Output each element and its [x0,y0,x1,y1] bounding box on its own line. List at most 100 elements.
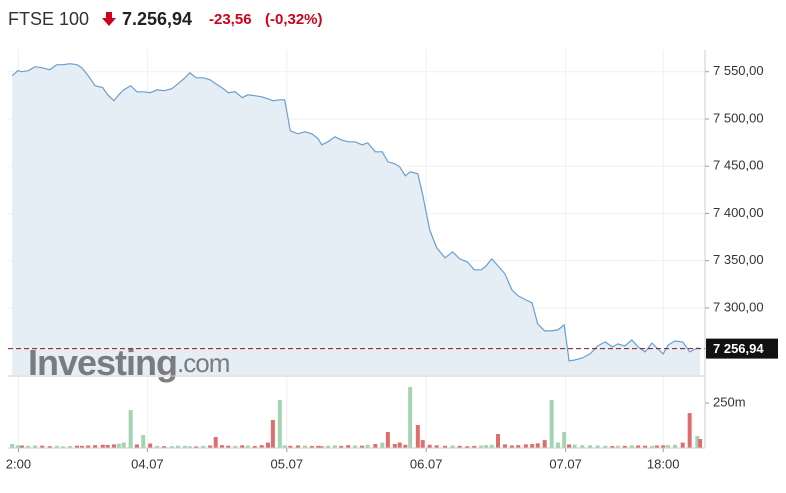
volume-bar [194,446,199,448]
volume-bar [111,444,116,448]
volume-bar [516,445,521,448]
x-tick-label: 06.07 [410,456,443,471]
volume-bar [698,439,703,448]
volume-bar [233,445,238,448]
volume-bar [148,443,153,448]
volume-bar [495,433,500,448]
volume-bar [79,445,84,448]
volume-bar [654,445,659,448]
volume-bar [479,445,484,448]
volume-bar [403,444,408,448]
volume-bar [252,446,257,448]
volume-bar [567,444,572,448]
volume-bar [332,445,337,448]
volume-bar [141,435,146,448]
volume-bar [240,445,245,448]
volume-bar [535,443,540,448]
x-tick-label: 07.07 [549,456,582,471]
volume-bar [47,446,52,448]
volume-bar [270,419,275,448]
volume-bar [121,442,126,448]
volume-bar [128,410,133,448]
volume-bar [265,442,270,448]
volume-bar [587,445,592,448]
volume-bar [420,440,425,448]
volume-bar [408,386,413,448]
volume-bar [19,445,24,448]
volume-bar [295,445,300,448]
volume-bar [183,445,188,448]
x-tick-label: 18:00 [647,456,680,471]
volume-bar [187,446,192,448]
last-price-label: 7 256,94 [713,341,764,356]
down-arrow [102,12,116,26]
volume-bar [434,445,439,448]
volume-bar [346,445,351,448]
volume-bar [610,446,615,448]
volume-bar [259,445,264,448]
volume-bar [615,445,620,448]
volume-tick-label: 250m [713,394,746,409]
volume-bar [319,446,324,448]
volume-bar [61,446,66,448]
volume-bar [219,445,224,448]
x-tick-label: 05.07 [271,456,304,471]
volume-bar [68,446,73,448]
volume-bar [549,399,554,448]
volume-bar [169,446,174,448]
volume-bar [687,413,692,448]
volume-bar [245,445,250,448]
volume-bar [54,445,59,448]
volume-bar [650,445,655,448]
volume-bar [380,442,385,448]
volume-bar [93,445,98,448]
volume-bar [100,444,105,448]
volume-bar [325,445,330,448]
y-tick-label: 7 400,00 [713,205,764,220]
x-tick-label: 2:00 [6,456,31,471]
volume-bar [622,445,627,448]
volume-bar [457,445,462,448]
volume-bar [360,445,365,448]
volume-bar [555,442,560,448]
volume-bar [629,445,634,448]
volume-bar [277,399,282,448]
volume-bar [26,445,31,448]
volume-bar [392,444,397,448]
price-line [11,63,701,362]
volume-bar [10,444,15,448]
chart-title: FTSE 100 [8,9,89,29]
volume-bar [465,446,470,448]
volume-bar [509,445,514,448]
volume-bar [502,444,507,448]
volume-bar [282,445,287,448]
volume-bar [636,445,641,448]
y-tick-label: 7 550,00 [713,63,764,78]
volume-bar [309,446,314,448]
price: 7.256,94 [122,9,192,29]
volume-bar [365,444,370,448]
volume-bar [530,444,535,448]
volume-bar [373,444,378,448]
y-tick-label: 7 350,00 [713,252,764,267]
volume-bar [580,445,585,448]
volume-bar [661,445,666,448]
x-tick-label: 04.07 [131,456,164,471]
volume-bar [484,445,489,448]
watermark-suffix: .com [177,348,229,378]
volume-bar [353,445,358,448]
volume-bar [176,445,181,448]
volume-bar [415,424,420,448]
volume-bar [666,445,671,448]
volume-bar [673,444,678,448]
volume-bar [450,445,455,448]
volume-bar [443,445,448,448]
volume-bar [427,444,432,448]
volume-bar [162,446,167,448]
volume-bar [595,445,600,448]
volume-bar [33,445,38,448]
change: -23,56 [209,11,252,28]
volume-bar [208,445,213,448]
